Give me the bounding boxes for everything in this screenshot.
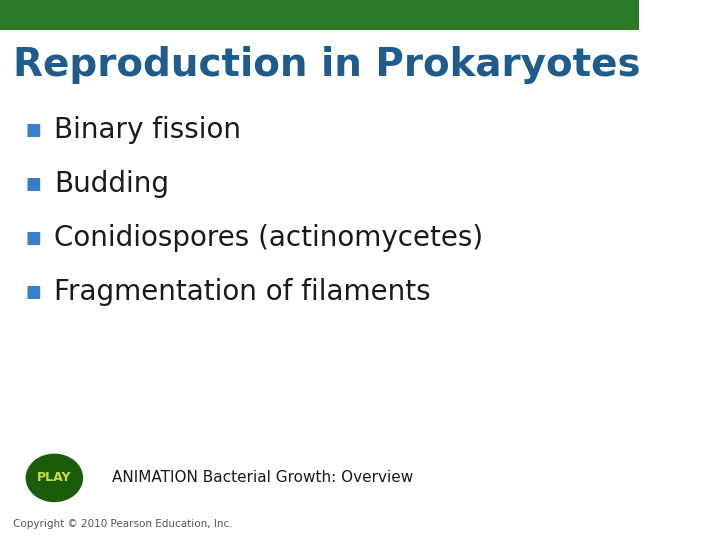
Text: Copyright © 2010 Pearson Education, Inc.: Copyright © 2010 Pearson Education, Inc.	[13, 519, 233, 529]
Text: Binary fission: Binary fission	[54, 116, 241, 144]
Text: ■: ■	[26, 174, 41, 193]
Text: ■: ■	[26, 282, 41, 301]
Text: Budding: Budding	[54, 170, 169, 198]
Text: ■: ■	[26, 120, 41, 139]
Text: Fragmentation of filaments: Fragmentation of filaments	[54, 278, 431, 306]
Text: Reproduction in Prokaryotes: Reproduction in Prokaryotes	[13, 46, 640, 84]
Text: ■: ■	[26, 228, 41, 247]
FancyBboxPatch shape	[0, 0, 639, 30]
Circle shape	[26, 454, 83, 502]
Text: Conidiospores (actinomycetes): Conidiospores (actinomycetes)	[54, 224, 483, 252]
Text: ANIMATION Bacterial Growth: Overview: ANIMATION Bacterial Growth: Overview	[112, 470, 413, 485]
Text: PLAY: PLAY	[37, 471, 71, 484]
